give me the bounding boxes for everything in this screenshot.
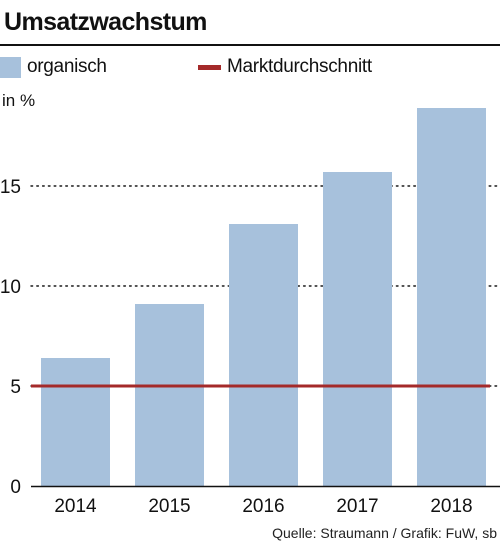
legend-label-organic: organisch [27,56,107,77]
y-tick-label: 0 [10,477,21,498]
y-tick-label: 15 [0,177,21,198]
x-tick-label-2015: 2015 [148,496,190,517]
x-tick-label-2014: 2014 [54,496,97,517]
x-tick-label-2018: 2018 [430,496,472,517]
legend-swatch-organic [0,57,21,78]
y-axis-unit-label: in % [2,91,36,110]
y-tick-label: 10 [0,277,21,298]
y-tick-label: 5 [10,377,21,398]
bar-2014 [41,358,110,486]
bar-2018 [417,108,486,486]
bar-2017 [323,172,392,486]
legend-swatch-market-average [198,65,221,70]
legend: organisch Marktdurchschnitt [0,56,500,82]
chart-title: Umsatzwachstum [4,8,207,36]
legend-label-market-average: Marktdurchschnitt [227,56,372,77]
bar-2015 [135,304,204,486]
x-tick-label-2017: 2017 [336,496,378,517]
title-divider [0,44,500,46]
bar-2016 [229,224,298,486]
x-tick-label-2016: 2016 [242,496,284,517]
source-credit: Quelle: Straumann / Grafik: FuW, sb [272,525,497,541]
